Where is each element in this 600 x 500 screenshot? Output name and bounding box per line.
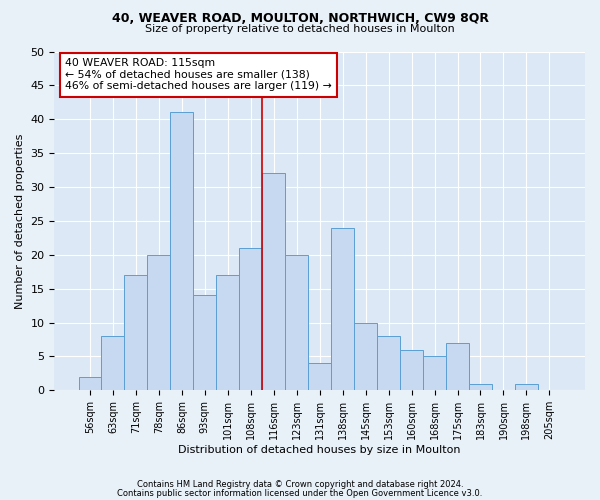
X-axis label: Distribution of detached houses by size in Moulton: Distribution of detached houses by size …	[178, 445, 461, 455]
Bar	[170, 112, 193, 390]
Bar	[308, 363, 331, 390]
Bar	[285, 255, 308, 390]
Bar	[217, 275, 239, 390]
Bar	[239, 248, 262, 390]
Text: Contains public sector information licensed under the Open Government Licence v3: Contains public sector information licen…	[118, 488, 482, 498]
Bar	[331, 228, 354, 390]
Bar	[354, 322, 377, 390]
Bar	[148, 255, 170, 390]
Text: 40 WEAVER ROAD: 115sqm
← 54% of detached houses are smaller (138)
46% of semi-de: 40 WEAVER ROAD: 115sqm ← 54% of detached…	[65, 58, 332, 92]
Bar	[400, 350, 423, 391]
Bar	[79, 377, 101, 390]
Bar	[262, 174, 285, 390]
Bar	[446, 343, 469, 390]
Bar	[124, 275, 148, 390]
Text: 40, WEAVER ROAD, MOULTON, NORTHWICH, CW9 8QR: 40, WEAVER ROAD, MOULTON, NORTHWICH, CW9…	[112, 12, 488, 26]
Bar	[515, 384, 538, 390]
Bar	[377, 336, 400, 390]
Y-axis label: Number of detached properties: Number of detached properties	[15, 133, 25, 308]
Bar	[423, 356, 446, 390]
Bar	[469, 384, 492, 390]
Text: Contains HM Land Registry data © Crown copyright and database right 2024.: Contains HM Land Registry data © Crown c…	[137, 480, 463, 489]
Bar	[193, 296, 217, 390]
Bar	[101, 336, 124, 390]
Text: Size of property relative to detached houses in Moulton: Size of property relative to detached ho…	[145, 24, 455, 34]
